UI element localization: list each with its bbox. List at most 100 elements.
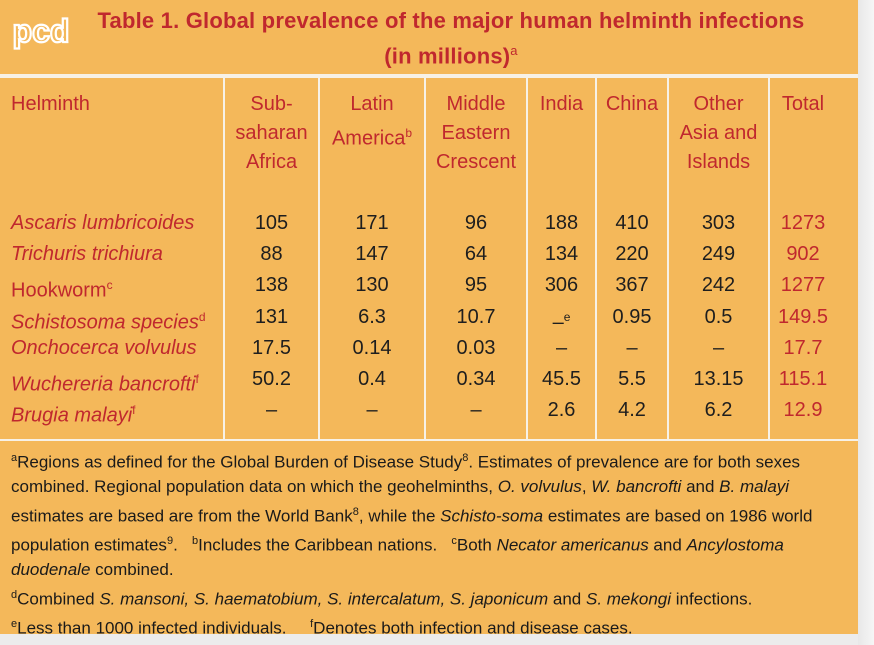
column-header: Latin Americab	[320, 90, 424, 154]
footnote-text: ,	[581, 477, 592, 497]
prevalence-value: 96	[464, 212, 488, 234]
species-name: S. mansoni, S. haematobium, S. intercala…	[99, 589, 549, 609]
prevalence-value: 10.7	[456, 305, 496, 328]
footnote-ref: c	[106, 278, 113, 293]
table-page	[0, 0, 858, 634]
prevalence-value: 188	[544, 212, 579, 234]
prevalence-value: –	[265, 399, 278, 422]
prevalence-value: 131	[254, 305, 289, 328]
column-header-line: India	[539, 93, 584, 115]
helminth-name: Ascaris lumbricoides	[11, 212, 195, 234]
prevalence-value: –e	[552, 309, 571, 334]
footnote-ref: f	[132, 403, 136, 418]
reference-number: 8	[352, 505, 359, 518]
prevalence-value: –	[712, 336, 725, 359]
column-divider	[526, 78, 528, 440]
species-name: Ancylostoma duodenale	[11, 535, 784, 580]
column-header-line: saharan	[235, 122, 308, 144]
helminth-name: Trichuris trichiura	[11, 243, 163, 266]
column-header-line: Americab	[331, 126, 413, 150]
column-header-line: Helminth	[11, 93, 90, 115]
footnote-text: Both	[456, 535, 497, 555]
footnote-text: combined.	[90, 560, 174, 580]
helminth-name: Schistosoma speciesd	[11, 309, 206, 334]
footnote-ref: f	[195, 372, 199, 386]
prevalence-value: 0.14	[352, 336, 392, 359]
footnote-text: infections.	[671, 589, 753, 609]
footnote-marker: d	[11, 588, 18, 601]
column-divider	[667, 78, 669, 440]
helminth-name: Hookwormc	[11, 278, 113, 303]
species-name: O. volvulus	[497, 477, 582, 497]
total-value: 17.7	[783, 336, 823, 359]
footnote-ref: d	[198, 309, 206, 324]
species-name: W. bancrofti	[591, 477, 682, 497]
prevalence-value: 95	[464, 274, 488, 297]
footnote-text: Includes the Caribbean nations.	[198, 535, 438, 555]
footnote-marker: f	[310, 618, 314, 631]
footnote-marker: a	[11, 452, 18, 464]
footnotes: aRegions as defined for the Global Burde…	[11, 446, 843, 641]
total-value: 149.5	[777, 305, 829, 328]
footnote-ref: b	[405, 126, 413, 140]
prevalence-value: –	[366, 399, 378, 422]
prevalence-value: –	[470, 399, 482, 422]
helminth-name: Onchocerca volvulus	[11, 336, 197, 359]
prevalence-value: 0.34	[456, 368, 496, 390]
prevalence-value: 0.4	[358, 368, 386, 390]
footnote-text: Combined	[17, 589, 100, 609]
column-header-line: Total	[781, 93, 825, 115]
prevalence-value: 105	[254, 212, 289, 234]
column-header: Other Asia and Islands	[669, 90, 768, 177]
total-value: 902	[786, 243, 820, 266]
reference-number: 9	[166, 535, 174, 548]
prevalence-value: 242	[701, 274, 736, 297]
species-name: S. mekongi	[585, 589, 672, 609]
footnote-d: dCombined S. mansoni, S. haematobium, S.…	[11, 583, 843, 612]
footnote-text: .	[173, 535, 178, 555]
footnote-ref: e	[563, 309, 571, 324]
prevalence-value: –	[626, 336, 638, 359]
prevalence-value: 88	[260, 243, 283, 266]
prevalence-value: 4.2	[618, 399, 646, 422]
column-header-line: Latin	[350, 93, 394, 115]
species-name: Necator americanus	[496, 535, 649, 555]
column-header-line: China	[605, 93, 659, 115]
column-header-line: Eastern	[441, 122, 511, 144]
prevalence-value: 2.6	[547, 399, 576, 422]
column-header-line: Asia and	[679, 122, 758, 144]
title-footnote-ref: a	[510, 43, 518, 58]
footnote-text: and	[648, 535, 687, 555]
column-header-line: Islands	[686, 151, 751, 173]
helminth-name: Brugia malayif	[11, 403, 136, 427]
prevalence-value: 249	[701, 243, 736, 266]
prevalence-value: 64	[464, 243, 488, 266]
table-title: Table 1. Global prevalence of the major …	[96, 6, 806, 71]
pcd-logo: pcd	[12, 12, 70, 51]
prevalence-value: 134	[544, 243, 579, 266]
footnote-text: , while the	[358, 506, 441, 526]
column-divider	[768, 78, 770, 440]
prevalence-value: 6.2	[704, 399, 733, 422]
footnote-marker: b	[191, 535, 199, 548]
footnote-marker: e	[11, 618, 18, 631]
table-bottom-rule	[0, 439, 858, 441]
prevalence-value: 130	[355, 274, 389, 297]
prevalence-value: 5.5	[618, 368, 646, 390]
footnote-text: and	[681, 477, 720, 497]
total-value: 12.9	[783, 399, 823, 422]
prevalence-value: 45.5	[542, 368, 581, 390]
footnote-text: Denotes both infection and disease cases…	[313, 618, 633, 638]
column-header: Sub-saharan Africa	[225, 90, 318, 177]
page-bottom-edge	[0, 634, 858, 645]
prevalence-value: 303	[701, 212, 736, 234]
column-header-line: Africa	[245, 151, 298, 173]
column-header: Helminth	[11, 90, 221, 119]
prevalence-value: 410	[615, 212, 649, 234]
column-header: Middle Eastern Crescent	[426, 90, 526, 177]
column-divider	[595, 78, 597, 440]
column-header: India	[528, 90, 595, 119]
column-divider	[223, 78, 225, 440]
prevalence-value: 6.3	[358, 305, 386, 328]
prevalence-value: 220	[615, 243, 649, 266]
